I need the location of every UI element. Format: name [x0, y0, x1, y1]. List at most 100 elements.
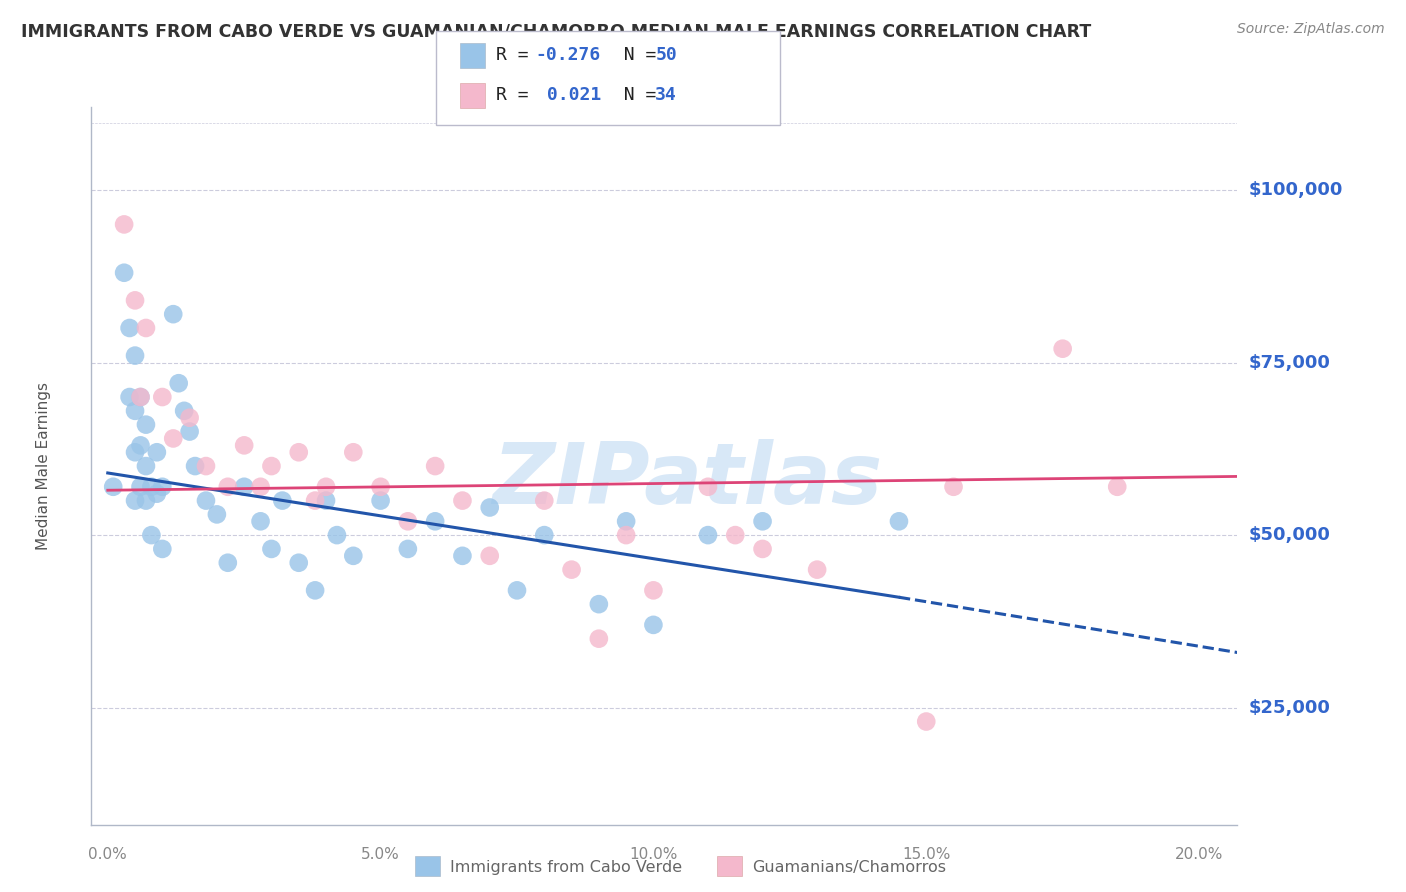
Point	[141, 528, 163, 542]
Point	[697, 528, 720, 542]
Point	[162, 307, 184, 321]
Point	[697, 480, 720, 494]
Text: $25,000: $25,000	[1249, 698, 1330, 717]
Point	[124, 349, 146, 363]
Point	[118, 321, 141, 335]
Text: Source: ZipAtlas.com: Source: ZipAtlas.com	[1237, 22, 1385, 37]
Point	[135, 417, 157, 432]
Point	[162, 432, 184, 446]
Point	[287, 556, 309, 570]
Point	[806, 563, 828, 577]
Text: R =: R =	[496, 46, 540, 64]
Point	[233, 480, 256, 494]
Point	[315, 480, 337, 494]
Point	[194, 493, 217, 508]
Point	[588, 597, 610, 611]
Point	[124, 293, 146, 308]
Text: $100,000: $100,000	[1249, 181, 1343, 199]
Point	[451, 549, 474, 563]
Point	[533, 528, 555, 542]
Point	[129, 480, 152, 494]
Point	[304, 583, 326, 598]
Point	[146, 445, 169, 459]
Point	[179, 410, 201, 425]
Point	[129, 390, 152, 404]
Text: 20.0%: 20.0%	[1175, 847, 1223, 863]
Point	[326, 528, 349, 542]
Text: IMMIGRANTS FROM CABO VERDE VS GUAMANIAN/CHAMORRO MEDIAN MALE EARNINGS CORRELATIO: IMMIGRANTS FROM CABO VERDE VS GUAMANIAN/…	[21, 22, 1091, 40]
Point	[150, 541, 173, 556]
Point	[260, 541, 283, 556]
Point	[370, 480, 392, 494]
Text: Median Male Earnings: Median Male Earnings	[35, 382, 51, 550]
Text: $50,000: $50,000	[1249, 526, 1330, 544]
Text: N =: N =	[602, 87, 666, 104]
Text: 34: 34	[655, 87, 676, 104]
Point	[135, 321, 157, 335]
Point	[370, 493, 392, 508]
Point	[451, 493, 474, 508]
Text: Immigrants from Cabo Verde: Immigrants from Cabo Verde	[450, 860, 682, 874]
Point	[141, 480, 163, 494]
Point	[724, 528, 747, 542]
Point	[135, 493, 157, 508]
Point	[112, 218, 135, 232]
Point	[342, 549, 364, 563]
Point	[1107, 480, 1129, 494]
Point	[315, 493, 337, 508]
Point	[533, 493, 555, 508]
Text: 0.021: 0.021	[536, 87, 600, 104]
Point	[103, 480, 125, 494]
Point	[217, 480, 239, 494]
Point	[173, 404, 195, 418]
Point	[167, 376, 190, 391]
Point	[915, 714, 938, 729]
Point	[751, 514, 773, 528]
Point	[124, 493, 146, 508]
Point	[887, 514, 910, 528]
Point	[342, 445, 364, 459]
Point	[249, 514, 271, 528]
Point	[179, 425, 201, 439]
Text: 10.0%: 10.0%	[630, 847, 678, 863]
Point	[942, 480, 965, 494]
Point	[614, 528, 637, 542]
Point	[423, 514, 446, 528]
Point	[423, 458, 446, 473]
Point	[112, 266, 135, 280]
Point	[118, 390, 141, 404]
Point	[478, 500, 501, 515]
Point	[150, 390, 173, 404]
Point	[506, 583, 529, 598]
Point	[751, 541, 773, 556]
Point	[184, 458, 207, 473]
Point	[129, 390, 152, 404]
Point	[396, 541, 419, 556]
Point	[271, 493, 294, 508]
Text: 50: 50	[655, 46, 676, 64]
Point	[588, 632, 610, 646]
Text: ZIPatlas: ZIPatlas	[492, 439, 883, 522]
Point	[135, 458, 157, 473]
Point	[249, 480, 271, 494]
Point	[396, 514, 419, 528]
Point	[146, 486, 169, 500]
Text: 15.0%: 15.0%	[903, 847, 950, 863]
Point	[129, 438, 152, 452]
Point	[260, 458, 283, 473]
Point	[304, 493, 326, 508]
Text: $75,000: $75,000	[1249, 353, 1330, 371]
Text: Guamanians/Chamorros: Guamanians/Chamorros	[752, 860, 946, 874]
Point	[643, 583, 665, 598]
Text: 5.0%: 5.0%	[361, 847, 399, 863]
Point	[643, 618, 665, 632]
Point	[124, 445, 146, 459]
Point	[287, 445, 309, 459]
Point	[124, 404, 146, 418]
Point	[614, 514, 637, 528]
Point	[478, 549, 501, 563]
Point	[194, 458, 217, 473]
Text: -0.276: -0.276	[536, 46, 600, 64]
Point	[561, 563, 583, 577]
Text: R =: R =	[496, 87, 540, 104]
